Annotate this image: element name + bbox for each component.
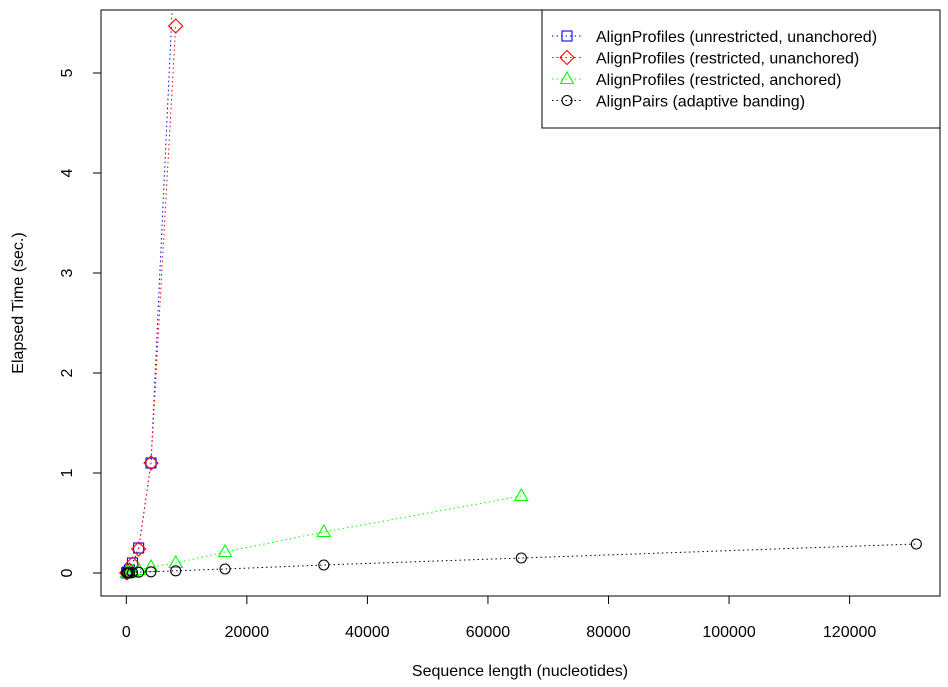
legend-label: AlignProfiles (unrestricted, unanchored) (596, 29, 877, 46)
legend-box (541, 9, 941, 129)
circle-marker (133, 566, 145, 578)
series (121, 538, 922, 579)
circle-marker (219, 563, 231, 575)
circle-marker (515, 552, 527, 564)
x-tick-label: 40000 (345, 624, 390, 641)
x-tick-label: 120000 (823, 624, 876, 641)
circle-marker (126, 566, 139, 579)
y-tick-label: 2 (59, 368, 76, 377)
y-tick-label: 5 (59, 68, 76, 77)
square-marker (561, 30, 573, 42)
diamond-marker (143, 455, 159, 471)
triangle-marker (143, 558, 159, 573)
legend-label: AlignProfiles (restricted, anchored) (596, 72, 841, 89)
triangle-marker (168, 554, 184, 569)
x-tick-label: 0 (122, 624, 131, 641)
y-tick-label: 4 (59, 168, 76, 177)
x-tick-label: 20000 (225, 624, 270, 641)
circle-marker (123, 567, 135, 579)
diamond-marker (130, 541, 147, 557)
triangle-marker (513, 487, 529, 502)
square-marker (145, 457, 157, 469)
y-tick-label: 1 (59, 468, 76, 477)
triangle-marker (217, 543, 233, 558)
y-axis-label: Elapsed Time (sec.) (10, 232, 27, 373)
y-axis: 0 1 2 3 4 5 (59, 68, 102, 577)
legend-label: AlignProfiles (restricted, unanchored) (596, 51, 859, 68)
x-tick-label: 60000 (466, 624, 511, 641)
legend-label: AlignPairs (adaptive banding) (596, 94, 805, 111)
x-axis-label: Sequence length (nucleotides) (412, 663, 628, 680)
x-tick-label: 100000 (702, 624, 755, 641)
triangle-marker (559, 70, 575, 85)
triangle-marker (316, 523, 332, 538)
y-tick-label: 3 (59, 268, 76, 277)
circle-marker (170, 565, 182, 577)
legend-item: AlignProfiles (restricted, unanchored) (552, 49, 859, 68)
legend-item: AlignProfiles (restricted, anchored) (552, 70, 841, 89)
legend-item: AlignPairs (adaptive banding) (552, 94, 805, 111)
legend-item: AlignProfiles (unrestricted, unanchored) (552, 29, 877, 46)
circle-marker (561, 94, 573, 107)
x-axis: 0 20000 40000 60000 80000 100000 120000 (122, 595, 876, 641)
x-tick-label: 80000 (586, 624, 631, 641)
series-layer (118, 10, 922, 581)
diamond-marker (167, 18, 184, 34)
square-marker (133, 542, 145, 554)
circle-marker (318, 559, 330, 571)
circle-marker (145, 566, 157, 578)
y-tick-label: 0 (59, 568, 76, 577)
legend: AlignProfiles (unrestricted, unanchored)… (541, 9, 941, 129)
circle-marker (910, 538, 922, 550)
diamond-marker (559, 49, 575, 66)
